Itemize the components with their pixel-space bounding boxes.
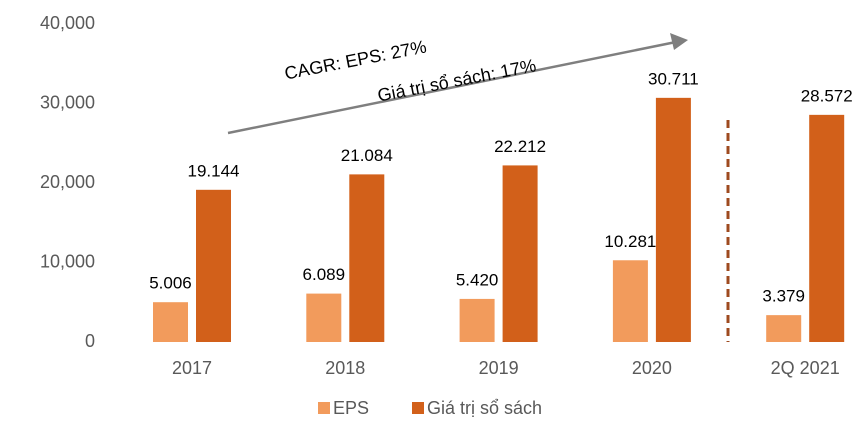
annotation: Giá trị sổ sách: 17% [376,55,538,105]
value-label: 28.572 [801,86,853,105]
value-label: 10.281 [604,232,656,251]
y-tick-label: 0 [85,331,95,351]
x-tick-label: 2019 [479,358,519,378]
bar [196,189,231,342]
y-tick-label: 30,000 [40,92,95,112]
x-tick-label: 2018 [325,358,365,378]
trend-arrow [227,40,677,135]
x-tick-label: 2020 [632,358,672,378]
legend-label: EPS [333,398,369,418]
value-label: 30.711 [648,69,699,88]
y-tick-label: 10,000 [40,251,95,271]
bar [349,174,385,342]
value-label: 6.089 [303,265,346,284]
bar [809,114,845,342]
value-label: 22.212 [494,137,546,156]
bar [766,315,802,342]
value-label: 5.420 [456,270,499,289]
x-tick-label: 2Q 2021 [771,358,840,378]
value-label: 19.144 [188,161,240,180]
legend-swatch [412,402,424,414]
annotation: CAGR: EPS: 27% [283,36,428,83]
y-tick-label: 20,000 [40,172,95,192]
value-label: 5.006 [149,274,192,293]
bar [612,260,648,342]
value-label: 21.084 [341,146,393,165]
bar [655,97,691,342]
x-tick-label: 2017 [172,358,212,378]
bar [153,302,188,342]
arrow-head [670,33,688,50]
legend-label: Giá trị sổ sách [427,398,542,418]
value-label: 3.379 [762,287,805,306]
y-tick-label: 40,000 [40,13,95,33]
legend-swatch [318,402,330,414]
bar [459,298,495,342]
bar [306,293,342,342]
bar [502,165,538,342]
